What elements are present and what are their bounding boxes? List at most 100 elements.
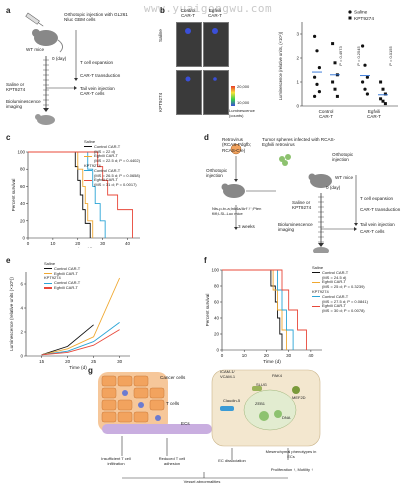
e-legend-entry: Control CAR-T: [44, 280, 104, 286]
f-legend-stat: (MS = 25 d; P = 0.3239): [322, 284, 365, 290]
d-day0: 0 (day): [326, 185, 341, 190]
c-x-label: Time (d): [75, 247, 93, 248]
d-tumor-spheres: Tumor spheres infected with RCAS-Egfvili…: [262, 137, 336, 148]
b-point-saline: [313, 34, 317, 38]
b-point-kpt9274: [331, 80, 335, 84]
c-y-tick-label: 100: [17, 150, 25, 155]
b-point-kpt9274: [379, 80, 383, 84]
b-y-tick-label: 3: [296, 32, 299, 37]
d-orthotopic: Orthotopic injection: [332, 152, 354, 163]
c-x-tick-label: 30: [100, 241, 106, 246]
c-legend-group: KPT9274: [84, 162, 101, 168]
c-legend-label: Control CAR-T: [94, 143, 121, 149]
e-legend-swatch: [44, 272, 52, 275]
g-slug: SLUG: [256, 382, 267, 387]
d-t-cell-expansion: T cell expansion: [360, 196, 394, 201]
panel-e-label: e: [6, 256, 11, 265]
e-legend-label: Egfvili CAR-T: [54, 270, 79, 276]
d-saline-kpt: Saline or KPT9274: [292, 200, 312, 211]
b-point-saline: [361, 44, 365, 48]
c-legend-entry: Control CAR-T (MS = 26.5 d; P = 0.0658): [84, 168, 164, 179]
f-legend-label: Control CAR-T: [322, 293, 349, 299]
b-point-kpt9274: [381, 99, 385, 103]
a-saline-kpt: Saline or KPT9274: [6, 82, 26, 93]
g-dna: DNA: [282, 415, 291, 420]
chart-f: 0 20 40 60 80 100 0 10 20 30 40 Time (d) Percent sur…: [205, 268, 322, 364]
e-x-tick-label: 25: [91, 359, 97, 364]
f-x-label: Time (d): [263, 359, 281, 364]
legend-c: Saline Control CAR-T (MS = 22 d) Egfvili CA…: [84, 139, 164, 188]
b-colorbar: [231, 86, 235, 106]
b-x-cat-label: CAR-T: [367, 114, 381, 119]
g-insufficient: Insufficient T cell infiltration: [101, 456, 131, 466]
b-point-saline: [317, 66, 321, 70]
f-legend-entry: Egfvili CAR-T (MS = 25 d; P = 0.3239): [312, 279, 410, 290]
b-point-saline: [313, 94, 317, 98]
g-cancer-cells: Cancer cells: [160, 375, 186, 380]
b-point-saline: [361, 80, 365, 84]
f-legend-stat: (MS = 24.5 d): [322, 274, 347, 280]
c-legend-swatch: [84, 179, 92, 181]
f-y-tick-label: 0: [216, 348, 219, 353]
c-legend-stat: (MS = 31 d; P = 0.0017): [94, 182, 137, 188]
b-legend-saline-marker: [348, 10, 352, 14]
e-x-tick-label: 20: [65, 359, 71, 364]
d-bli: Bioluminescence imaging: [278, 222, 313, 233]
a-car-transduction: CAR-T transduction: [80, 73, 121, 78]
b-point-saline: [317, 90, 321, 94]
e-legend-label: Control CAR-T: [54, 265, 81, 271]
e-legend-swatch: [44, 282, 52, 284]
d-car-t-cells: CAR-T cells: [360, 229, 385, 234]
b-x-cat-label: Egfvili: [368, 109, 380, 114]
b-x-cat-label: CAR-T: [319, 114, 333, 119]
mouse-icon: [32, 29, 64, 53]
panel-f-label: f: [204, 256, 207, 265]
e-y-tick-label: 4: [20, 306, 23, 311]
chart-c: 0 20 40 60 80 100 0 10 20 30 40 Time (d) Percent sur…: [11, 150, 140, 248]
d-wt-mice: WT mice: [335, 175, 354, 180]
legend-e: Saline Control CAR-T Egfvili CAR-T KPT9274 C…: [44, 261, 104, 291]
g-mesenchymal: Mesenchymal phenotypes in ECs: [265, 449, 317, 459]
f-legend-swatch: [312, 296, 320, 298]
b-point-kpt9274: [381, 87, 385, 91]
f-legend-entry: Egfvili CAR-T (MS = 30 d; P = 0.0078): [312, 303, 410, 314]
e-series-line: [41, 277, 121, 356]
c-legend-stat: (MS = 22.5 d; P = 0.4402): [94, 158, 140, 164]
c-legend-group: Saline: [84, 139, 96, 144]
b-legend-kpt-marker: [348, 16, 352, 20]
f-y-label: Percent survival: [205, 294, 210, 327]
g-pak4: PAK4: [272, 373, 282, 378]
e-y-tick-label: 2: [20, 330, 23, 335]
e-legend-swatch: [44, 287, 52, 289]
b-point-saline: [315, 82, 319, 86]
f-x-tick-label: 40: [308, 353, 314, 358]
syringe-icon: [25, 12, 44, 27]
f-x-tick-label: 20: [264, 353, 270, 358]
b-point-saline: [363, 87, 367, 91]
panel-d-label: d: [204, 133, 209, 142]
watermark: www.yuaigongwu.com: [143, 2, 273, 15]
e-legend-label: Control CAR-T: [54, 280, 81, 286]
b-point-kpt9274: [383, 92, 387, 96]
f-y-tick-label: 100: [211, 268, 219, 273]
a-tail-vein: Tail vein injection CAR-T cells: [80, 86, 115, 97]
panel-a-diagram: [25, 12, 78, 125]
b-x-cat-label: Control: [319, 109, 334, 114]
g-zeb1: ZEB1: [255, 401, 266, 406]
f-legend-group: KPT9274: [312, 288, 329, 294]
f-y-tick-label: 60: [214, 300, 220, 305]
b-point-saline: [365, 92, 369, 96]
b-y-tick-label: 0: [296, 104, 299, 109]
f-legend-swatch: [312, 305, 320, 307]
f-series-line: [222, 269, 307, 350]
d-orthotopic-injection: Orthotopic injection: [206, 168, 228, 179]
f-legend-entry: Control CAR-T (MS = 24.5 d): [312, 270, 410, 281]
chart-b: 0 1 2 3 Luminescence (relative units, (×10⁵)…: [278, 10, 398, 119]
g-prolif: Proliferation ↑, Motility ↑: [270, 467, 314, 472]
g-t-cells: T cells: [166, 401, 180, 406]
b-point-saline: [313, 75, 317, 79]
e-series-line: [41, 322, 120, 356]
f-legend-stat: (MS = 27.5 d; P = 0.0841): [322, 298, 368, 304]
a-bli: Bioluminescence imaging: [6, 99, 41, 110]
b-point-saline: [363, 63, 367, 67]
